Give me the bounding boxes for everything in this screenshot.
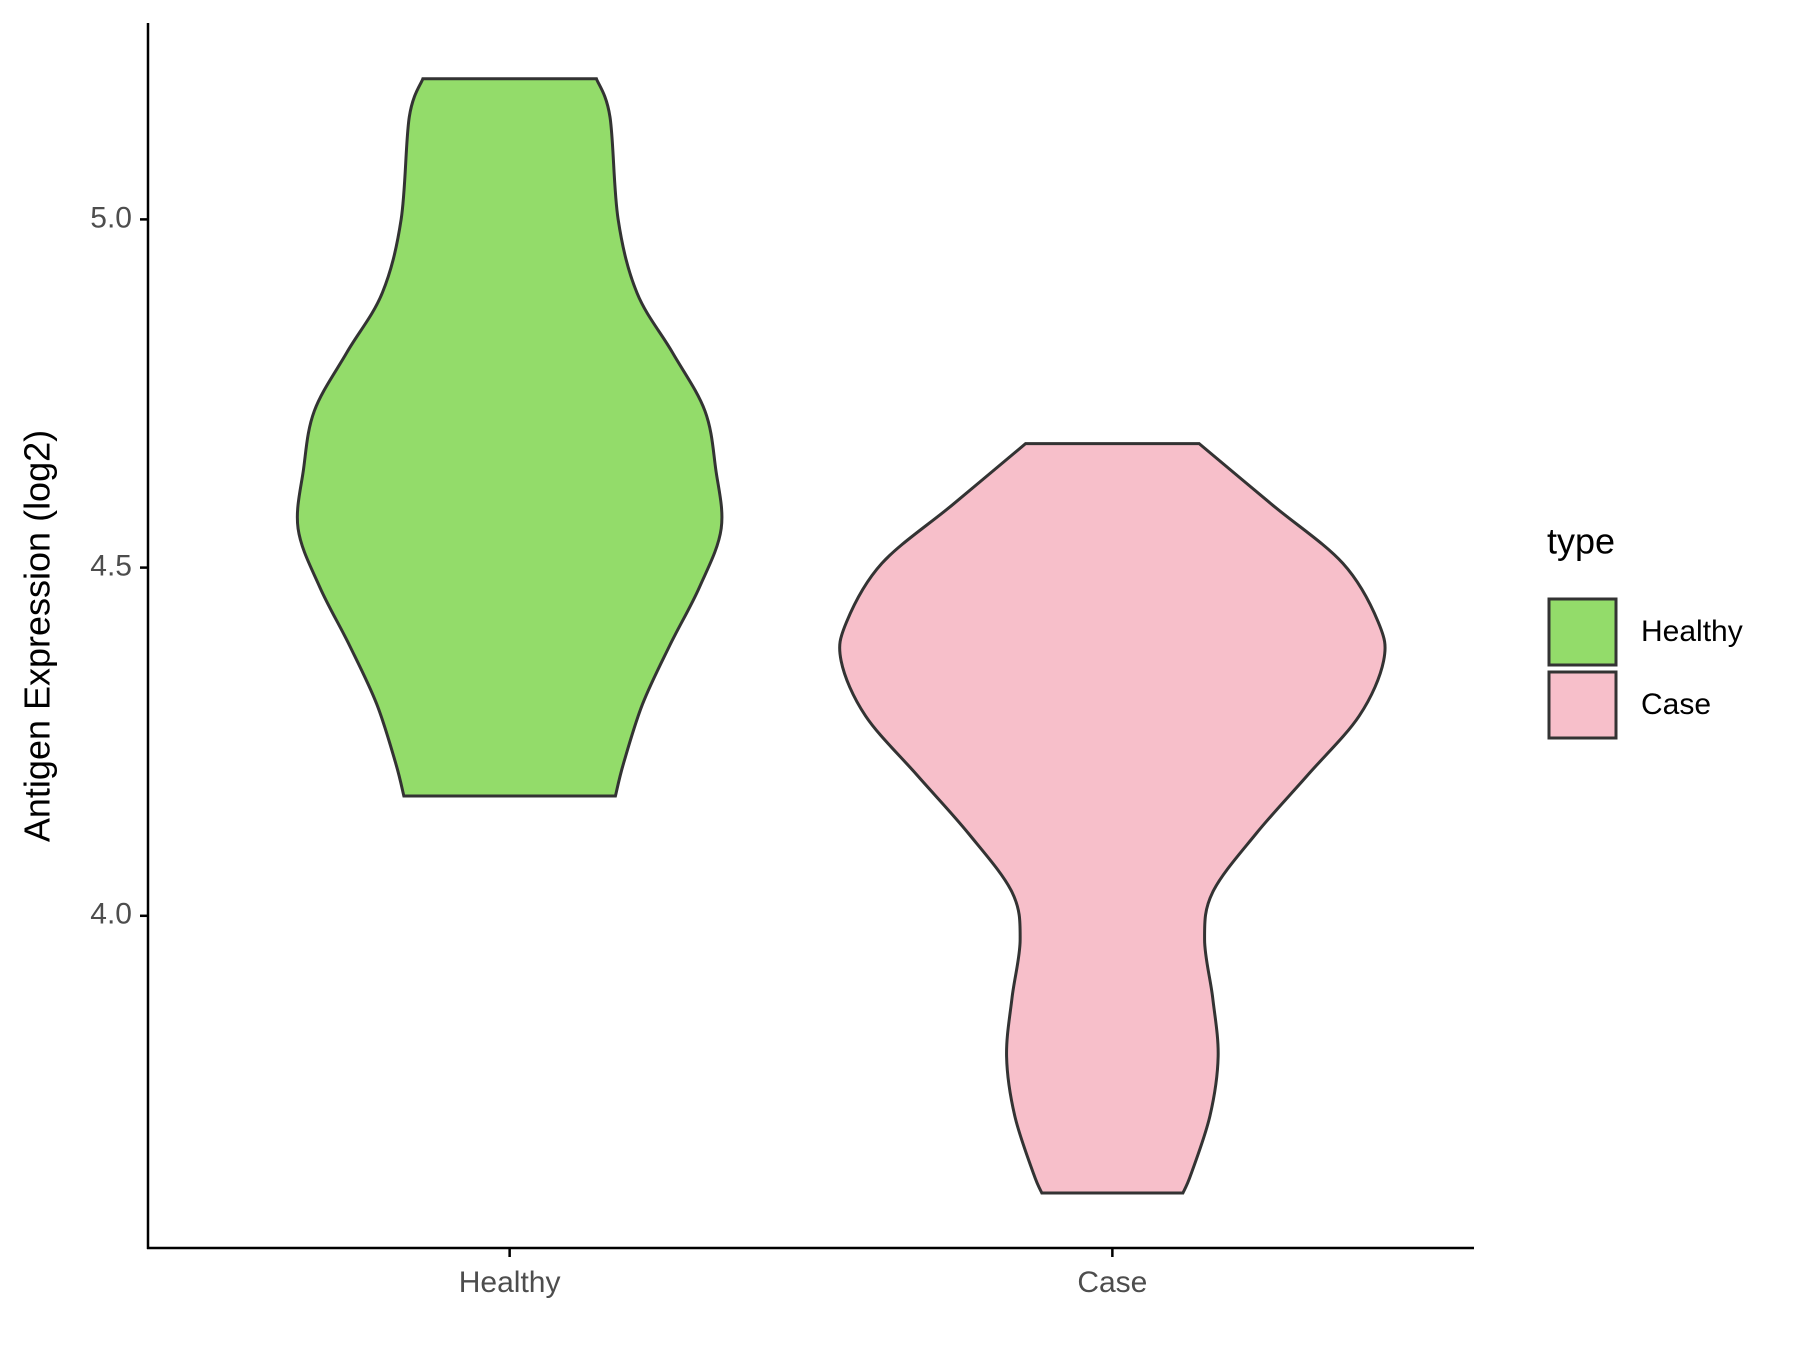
legend-title: type: [1547, 521, 1615, 562]
violin: [838, 442, 1387, 1195]
x-tick-label: Healthy: [459, 1266, 561, 1299]
violin: [295, 77, 724, 798]
x-tick-label: Case: [1077, 1266, 1147, 1299]
y-tick-label: 4.0: [90, 898, 132, 931]
y-axis-title: Antigen Expression (log2): [17, 430, 58, 842]
y-tick-label: 4.5: [90, 550, 132, 583]
legend-label: Healthy: [1641, 615, 1743, 648]
legend-key: [1547, 597, 1618, 667]
legend-label: Case: [1641, 688, 1711, 721]
legend-key: [1547, 670, 1618, 740]
y-tick-label: 5.0: [90, 201, 132, 234]
